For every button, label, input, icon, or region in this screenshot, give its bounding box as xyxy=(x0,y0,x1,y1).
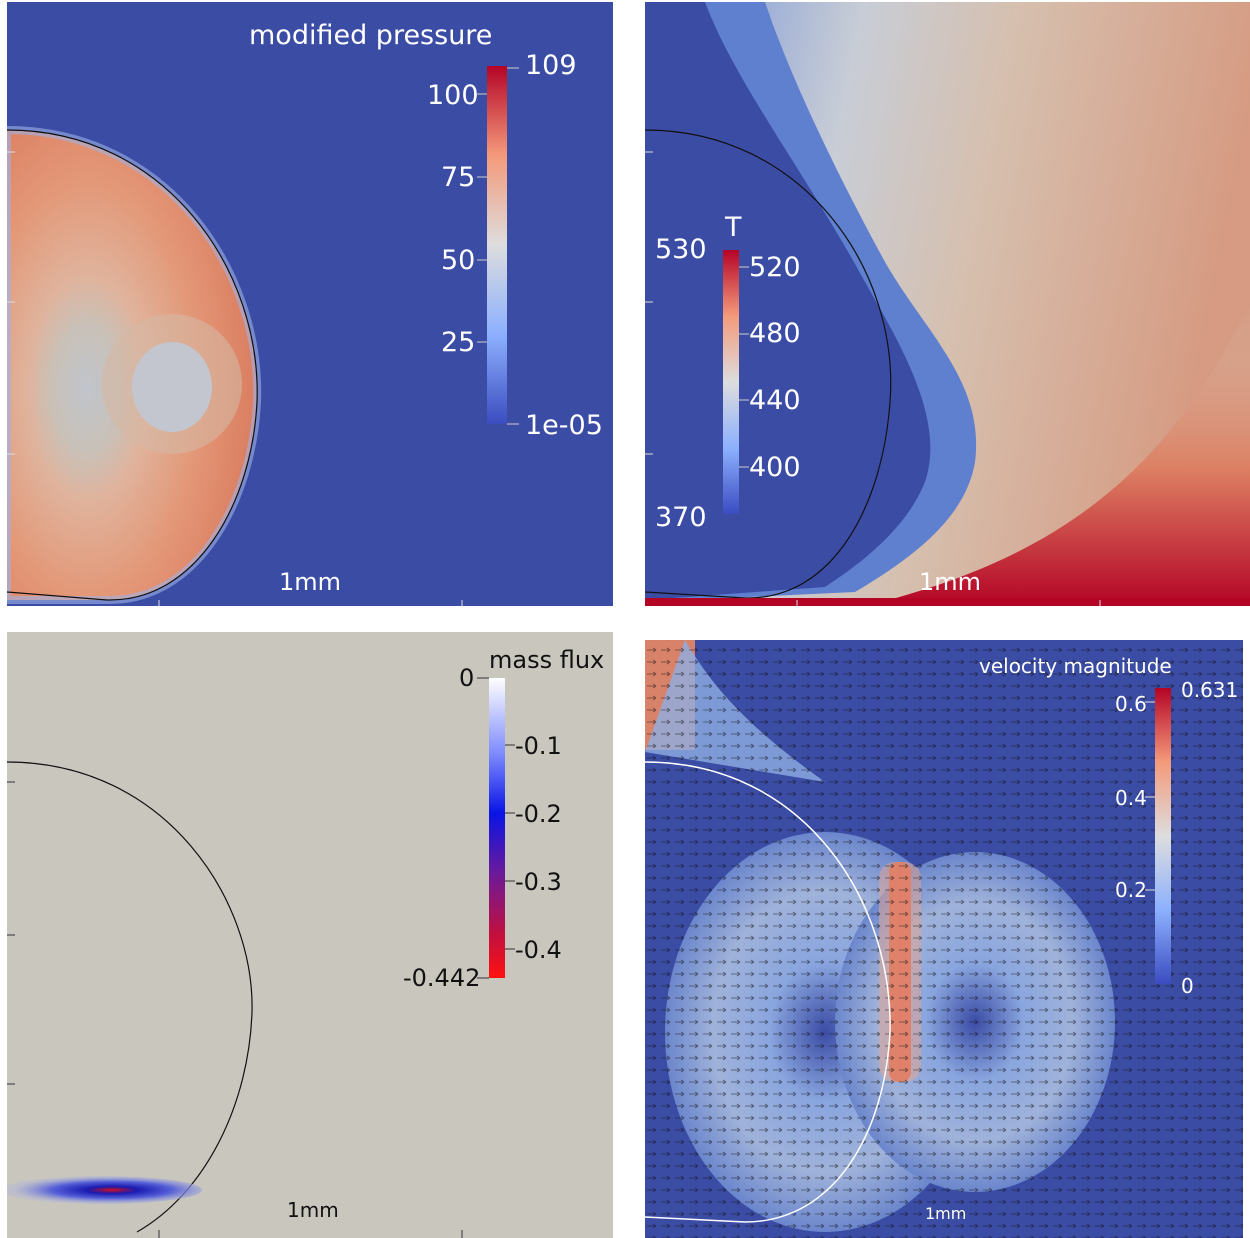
mass-flux-field xyxy=(7,677,515,1238)
pressure-title: modified pressure xyxy=(249,20,493,51)
mass-flux-tick-03: -0.3 xyxy=(515,868,562,896)
velocity-tick-02: 0.2 xyxy=(1115,878,1147,902)
mass-flux-min-label: -0.442 xyxy=(403,964,481,992)
pressure-tick-50: 50 xyxy=(441,245,476,276)
velocity-scale-label: 1mm xyxy=(925,1204,967,1223)
mass-flux-max-label: 0 xyxy=(459,664,475,692)
pressure-colorbar xyxy=(487,66,507,424)
velocity-min-label: 0 xyxy=(1181,974,1194,998)
pressure-min-label: 1e-05 xyxy=(525,410,603,441)
pressure-max-label: 109 xyxy=(525,50,577,81)
interface-line xyxy=(7,129,258,601)
temperature-title: T xyxy=(725,212,742,243)
mass-flux-tick-04: -0.4 xyxy=(515,936,562,964)
velocity-title: velocity magnitude xyxy=(979,654,1172,678)
mass-flux-tick-02: -0.2 xyxy=(515,800,562,828)
pressure-field xyxy=(7,66,519,606)
temperature-tick-400: 400 xyxy=(749,452,801,483)
temperature-scale-label: 1mm xyxy=(919,568,982,596)
temperature-max-label: 530 xyxy=(655,234,707,265)
mass-flux-panel: mass flux 0 -0.1 -0.2 -0.3 -0.4 -0.442 1… xyxy=(7,632,613,1238)
pressure-panel: modified pressure 109 100 75 50 25 1e-05… xyxy=(7,2,613,606)
velocity-field xyxy=(645,640,1243,1238)
temperature-tick-480: 480 xyxy=(749,318,801,349)
pressure-tick-25: 25 xyxy=(441,327,476,358)
interface-line xyxy=(7,761,253,1233)
temperature-tick-520: 520 xyxy=(749,252,801,283)
temperature-panel: T 530 520 480 440 400 370 1mm xyxy=(645,2,1250,606)
mass-flux-title: mass flux xyxy=(489,646,605,674)
mass-flux-tick-01: -0.1 xyxy=(515,732,562,760)
pressure-tick-75: 75 xyxy=(441,162,476,193)
temperature-tick-440: 440 xyxy=(749,385,801,416)
velocity-tick-06: 0.6 xyxy=(1115,692,1147,716)
interface-line xyxy=(645,129,892,599)
mass-flux-hotspot xyxy=(7,1176,202,1204)
velocity-tick-04: 0.4 xyxy=(1115,786,1147,810)
temperature-field xyxy=(645,2,1250,606)
temperature-colorbar xyxy=(723,250,739,514)
interface-line xyxy=(645,761,891,1223)
mass-flux-colorbar xyxy=(489,678,505,978)
pressure-scale-label: 1mm xyxy=(279,568,342,596)
mass-flux-scale-label: 1mm xyxy=(287,1198,339,1222)
velocity-panel: velocity magnitude 0.631 0.6 0.4 0.2 0 1… xyxy=(645,632,1250,1238)
velocity-colorbar xyxy=(1155,688,1171,984)
velocity-max-label: 0.631 xyxy=(1181,678,1239,702)
temperature-min-label: 370 xyxy=(655,502,707,533)
pressure-tick-100: 100 xyxy=(427,80,479,111)
